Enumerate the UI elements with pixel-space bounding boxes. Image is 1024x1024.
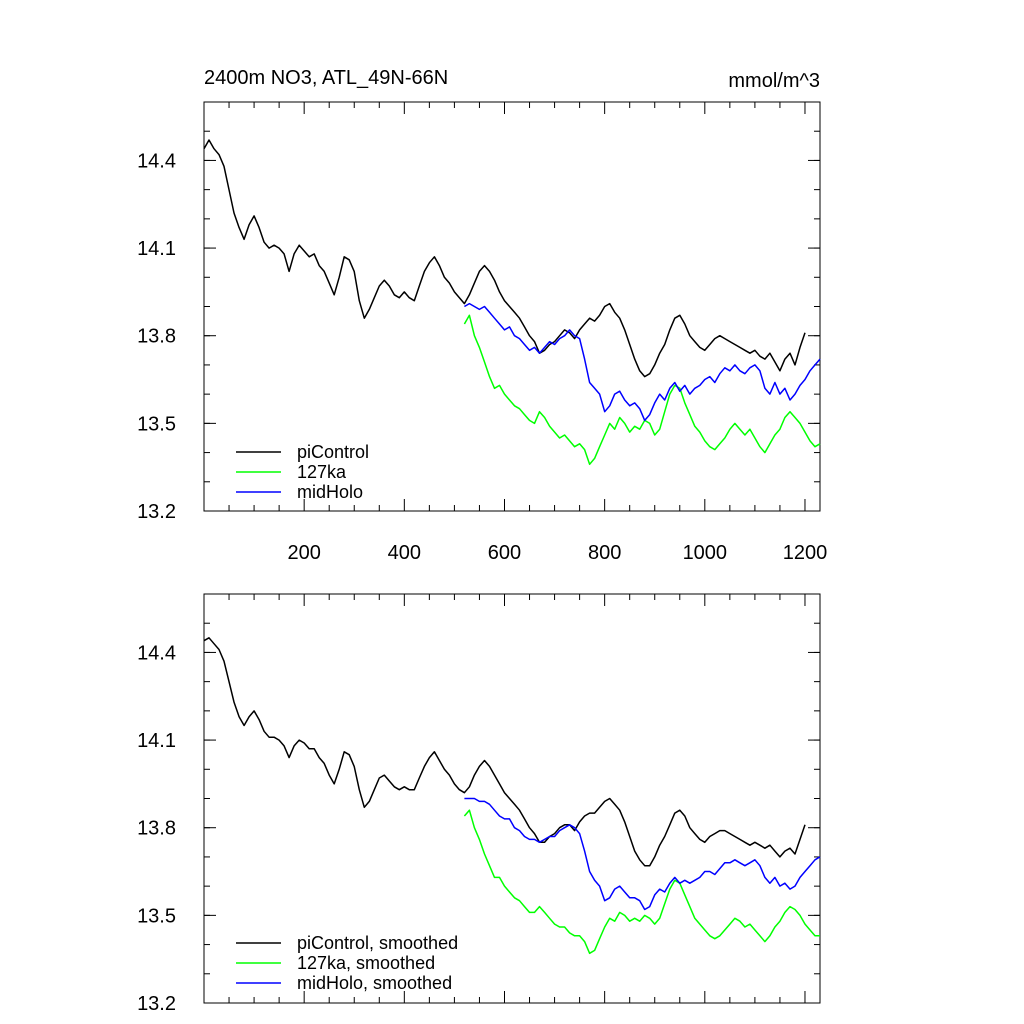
y-tick-label: 13.2	[137, 993, 176, 1015]
y-tick-label: 13.5	[137, 905, 176, 927]
y-tick-label: 14.4	[137, 150, 176, 172]
top-panel: 2400m NO3, ATL_49N-66N mmol/m^3 13.2 13.5…	[137, 67, 827, 564]
y-tick-label: 14.1	[137, 238, 176, 260]
top-series	[203, 139, 821, 466]
legend-label: piControl, smoothed	[297, 933, 458, 953]
y-tick-label: 13.2	[137, 501, 176, 523]
legend-label: midHolo, smoothed	[297, 973, 452, 993]
series-line-127ka	[463, 809, 820, 955]
legend-label: midHolo	[297, 482, 363, 502]
x-tick-label: 400	[388, 542, 421, 564]
legend-label: 127ka, smoothed	[297, 953, 435, 973]
x-tick-label: 200	[287, 542, 320, 564]
legend-label: 127ka	[297, 462, 347, 482]
y-tick-label: 14.1	[137, 730, 176, 752]
x-tick-label: 600	[488, 542, 521, 564]
bottom-ticks: 13.2 13.5 13.8 14.1 14.4	[137, 593, 820, 1015]
x-tick-label: 800	[588, 542, 621, 564]
legend-label: piControl	[297, 442, 369, 462]
bottom-panel: 13.2 13.5 13.8 14.1 14.4 piControl, smoothed…	[137, 593, 821, 1015]
y-tick-label: 14.4	[137, 642, 176, 664]
series-line-127ka	[463, 314, 821, 466]
units-label: mmol/m^3	[728, 70, 820, 92]
series-line-midholo	[464, 302, 821, 422]
top-ticks: 13.2 13.5 13.8 14.1 14.4 200 400 600 800 1000 1200	[137, 101, 828, 564]
series-line-midholo	[464, 797, 821, 911]
chart-title: 2400m NO3, ATL_49N-66N	[204, 67, 448, 89]
y-tick-label: 13.8	[137, 326, 176, 348]
series-line-picontrol	[203, 139, 806, 378]
y-tick-label: 13.8	[137, 818, 176, 840]
y-tick-label: 13.5	[137, 413, 176, 435]
x-tick-label: 1000	[683, 542, 728, 564]
series-line-picontrol	[203, 637, 806, 867]
bottom-series	[203, 637, 821, 955]
x-tick-label: 1200	[783, 542, 828, 564]
